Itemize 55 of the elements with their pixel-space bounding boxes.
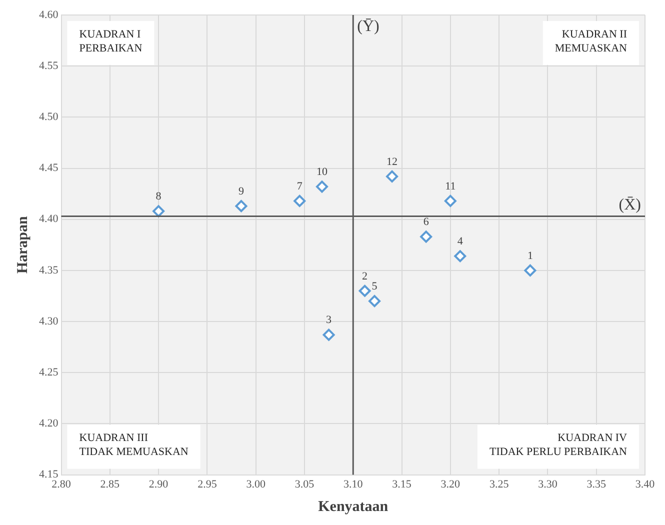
annotation: 1 xyxy=(527,250,533,262)
x-tick-label: 2.85 xyxy=(100,478,120,490)
x-axis-title: Kenyataan xyxy=(318,498,389,515)
point xyxy=(358,284,371,297)
point xyxy=(322,328,335,341)
y-tick-label: 4.20 xyxy=(39,418,59,430)
x-tick-label: 3.35 xyxy=(586,478,606,490)
ref-line-label: (X̄) xyxy=(618,196,641,214)
annotation: 7 xyxy=(296,180,303,192)
annotation: 12 xyxy=(386,156,398,168)
annotation: KUADRAN II MEMUASKAN xyxy=(554,28,628,54)
annotation: 5 xyxy=(372,280,378,292)
x-tick-label: 2.95 xyxy=(198,478,218,490)
y-axis-title: Harapan xyxy=(14,215,31,274)
x-tick-label: 3.10 xyxy=(344,478,364,490)
annotation: 4 xyxy=(457,236,464,248)
y-tick-label: 4.35 xyxy=(39,264,59,276)
point xyxy=(294,194,306,207)
y-tick-label: 4.15 xyxy=(39,468,59,481)
x-tick-label: 3.05 xyxy=(294,478,315,490)
x-tick-label: 2.90 xyxy=(148,478,169,490)
annotation: 3 xyxy=(326,314,332,326)
point xyxy=(316,180,328,193)
annotation: 6 xyxy=(423,216,430,228)
x-tick-label: 2.80 xyxy=(52,478,72,490)
point xyxy=(152,205,165,218)
y-tick-label: 4.45 xyxy=(39,162,59,174)
point xyxy=(444,194,456,207)
point xyxy=(420,230,432,243)
point xyxy=(386,170,398,182)
point xyxy=(524,264,536,276)
x-tick-label: 3.20 xyxy=(440,478,461,490)
annotation: 10 xyxy=(316,166,328,178)
y-tick-label: 4.30 xyxy=(39,315,59,328)
x-tick-label: 3.40 xyxy=(635,478,656,490)
y-tick-label: 4.55 xyxy=(39,60,59,72)
annotation: KUADRAN I PERBAIKAN xyxy=(79,28,142,54)
y-tick-label: 4.40 xyxy=(39,213,59,226)
x-tick-label: 3.30 xyxy=(538,478,558,490)
point xyxy=(368,295,381,308)
annotation: 9 xyxy=(238,185,244,198)
annotation: KUADRAN III TIDAK MEMUASKAN xyxy=(79,432,188,458)
annotation: KUADRAN IV TIDAK PERLU PERBAIKAN xyxy=(490,432,628,458)
ref-line-label: (Ȳ) xyxy=(357,18,380,36)
annotation: 8 xyxy=(156,190,162,203)
y-tick-label: 4.60 xyxy=(39,8,59,21)
point xyxy=(235,200,248,212)
y-tick-label: 4.25 xyxy=(39,366,59,379)
annotation: 2 xyxy=(362,270,368,282)
point xyxy=(454,250,466,262)
x-tick-label: 3.00 xyxy=(246,478,266,490)
y-tick-label: 4.50 xyxy=(39,111,59,124)
annotation: 11 xyxy=(445,180,456,192)
x-tick-label: 3.15 xyxy=(392,478,412,490)
x-tick-label: 3.25 xyxy=(489,478,510,490)
